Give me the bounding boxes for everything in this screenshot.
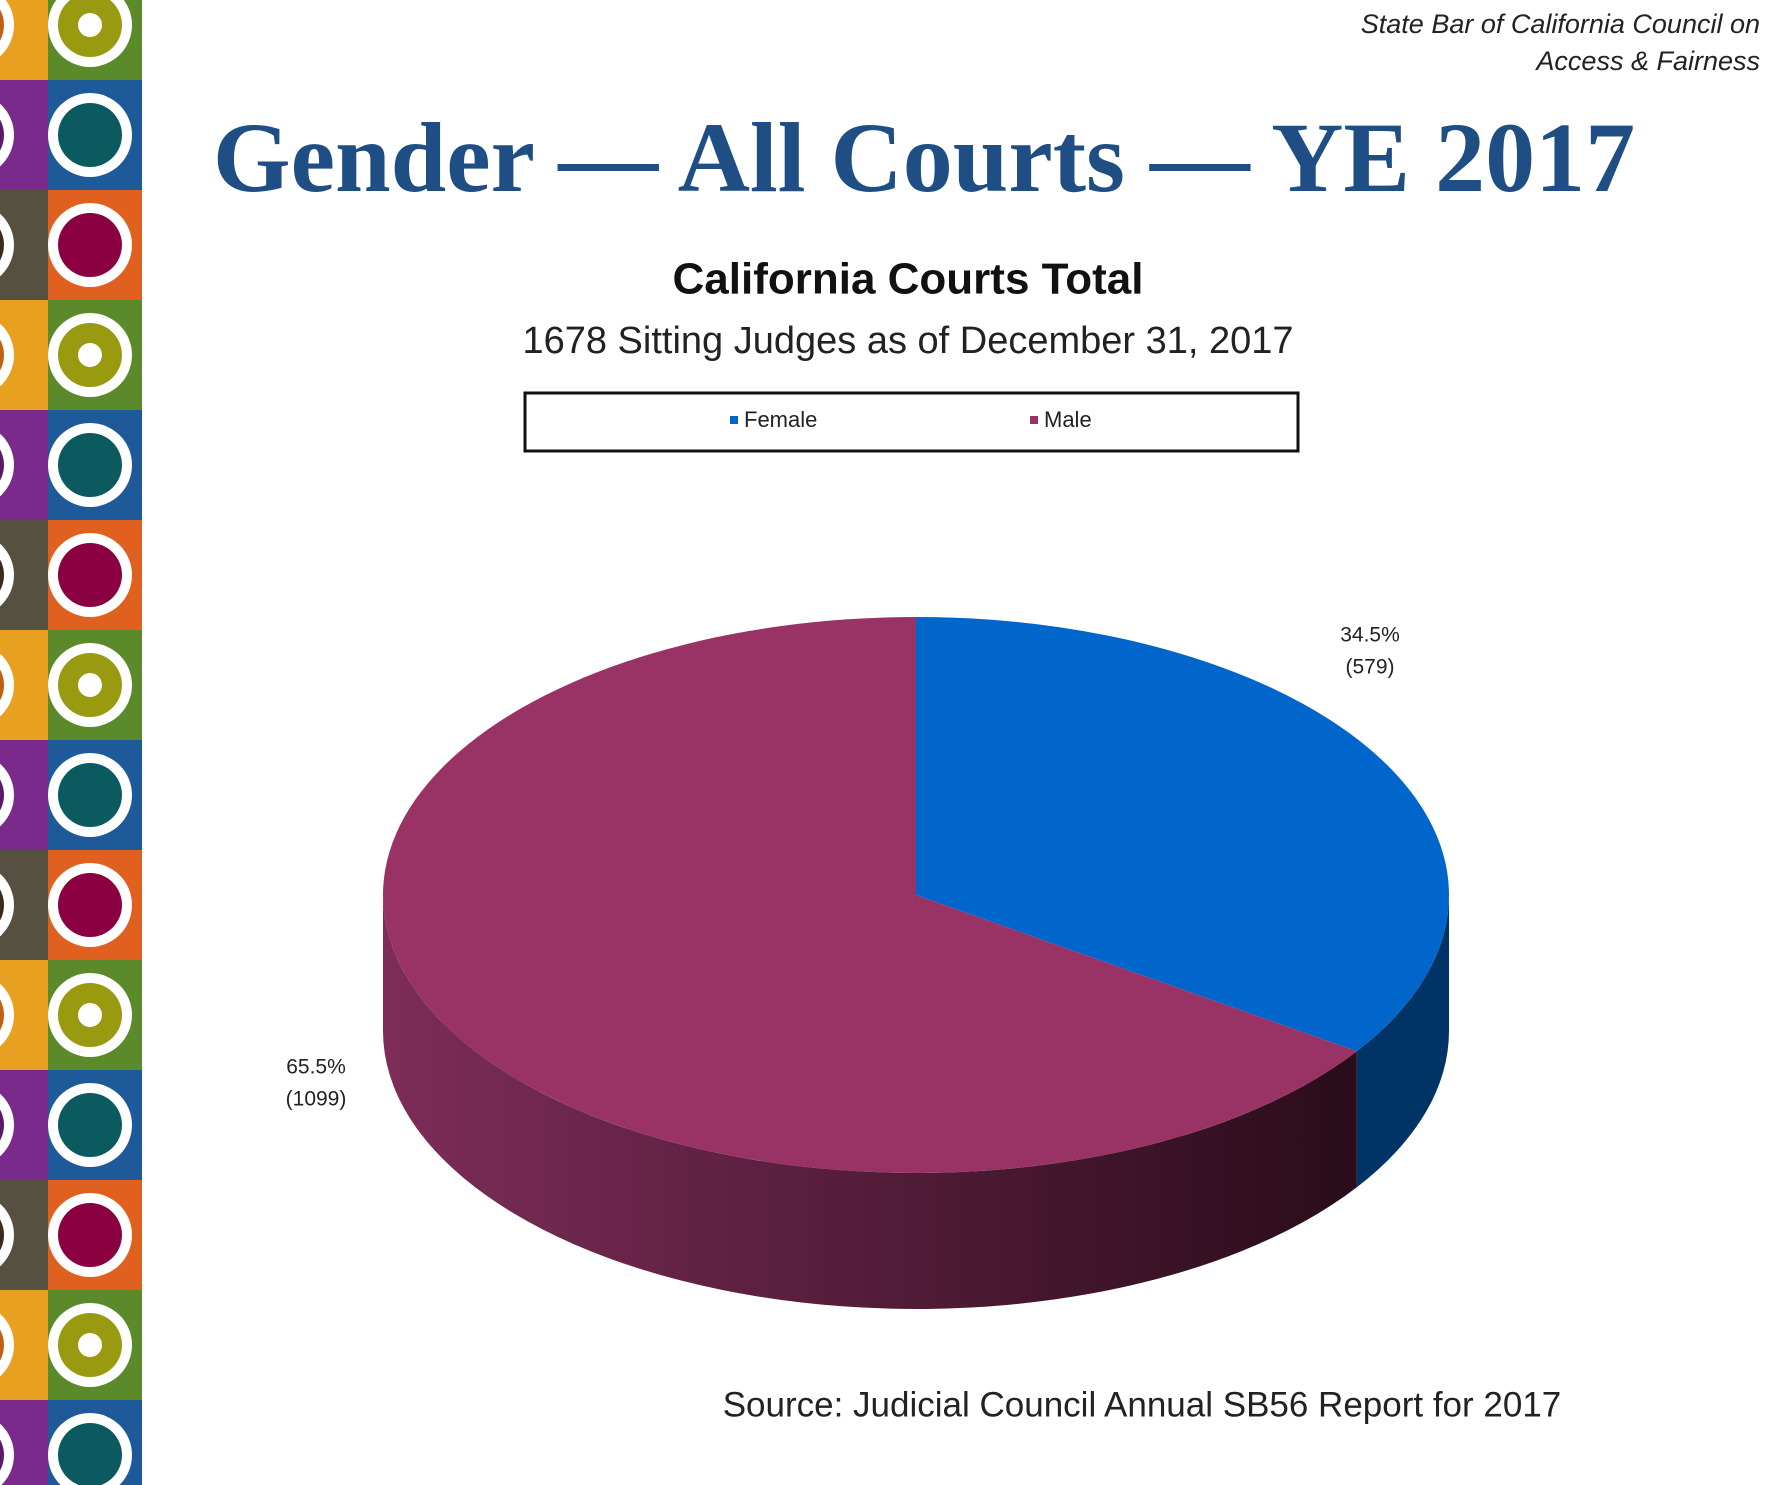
tile-ring: [0, 1329, 4, 1361]
tile-ring: [0, 9, 4, 41]
tile-ring: [0, 229, 4, 261]
tile-ring: [58, 1093, 122, 1157]
tile-ring: [0, 1219, 4, 1251]
tile-ring: [58, 213, 122, 277]
tile-ring: [0, 103, 14, 167]
tile-ring: [58, 433, 122, 497]
tile-ring: [58, 1423, 122, 1485]
tile-ring: [0, 1423, 14, 1485]
tile-ring: [78, 1333, 102, 1357]
pie-slice: [382, 617, 1357, 1173]
data-label: 65.5%: [286, 1056, 346, 1079]
tile-ring: [0, 119, 4, 151]
source-note: Source: Judicial Council Annual SB56 Rep…: [723, 1385, 1562, 1424]
tile-ring: [0, 1203, 14, 1267]
tile-ring: [0, 433, 14, 497]
legend-swatch: [1030, 416, 1038, 424]
decorative-strip: [0, 0, 142, 1485]
tile-ring: [0, 449, 4, 481]
tile-ring: [78, 1003, 102, 1027]
chart-subtitle: 1678 Sitting Judges as of December 31, 2…: [522, 320, 1293, 362]
legend-swatch: [730, 416, 738, 424]
tile-ring: [0, 213, 14, 277]
data-label: (1099): [286, 1088, 347, 1111]
chart-title: California Courts Total: [673, 255, 1144, 304]
tile-ring: [0, 669, 4, 701]
pie-slice: [916, 617, 1449, 1052]
tile-ring: [58, 543, 122, 607]
tile-ring: [0, 323, 14, 387]
data-label: (579): [1345, 656, 1394, 679]
tile-ring: [0, 1109, 4, 1141]
tile-ring: [0, 543, 14, 607]
data-label: 34.5%: [1340, 624, 1400, 647]
tile-ring: [78, 673, 102, 697]
tile-ring: [0, 1439, 4, 1471]
tile-ring: [78, 343, 102, 367]
header-line: Access & Fairness: [1534, 46, 1760, 76]
tile-ring: [0, 999, 4, 1031]
tile-ring: [0, 763, 14, 827]
legend: Female Male: [730, 407, 1092, 432]
tile-ring: [0, 0, 14, 57]
header-line: State Bar of California Council on: [1361, 9, 1760, 39]
legend-box: [523, 391, 1300, 453]
tile-ring: [58, 873, 122, 937]
pie-side: [1356, 895, 1449, 1188]
tile-ring: [78, 13, 102, 37]
slide-title: Gender — All Courts — YE 2017: [213, 102, 1635, 213]
tile-ring: [58, 103, 122, 167]
tile-ring: [0, 653, 14, 717]
pie: 34.5% (579) 65.5% (1099): [286, 617, 1449, 1310]
tile-ring: [0, 873, 14, 937]
tile-ring: [0, 779, 4, 811]
tile-ring: [0, 889, 4, 921]
tile-ring: [58, 763, 122, 827]
tile-ring: [0, 983, 14, 1047]
tile-ring: [0, 1313, 14, 1377]
pie-side: [383, 895, 1357, 1310]
legend-label: Female: [744, 407, 817, 432]
tile-ring: [0, 339, 4, 371]
tile-ring: [0, 559, 4, 591]
legend-label: Male: [1044, 407, 1092, 432]
tile-ring: [58, 1203, 122, 1267]
tile-ring: [0, 1093, 14, 1157]
